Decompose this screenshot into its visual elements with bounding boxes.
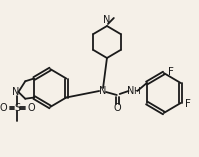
Text: N: N bbox=[99, 86, 107, 96]
Text: N: N bbox=[127, 86, 134, 96]
Text: N: N bbox=[12, 87, 19, 97]
Text: F: F bbox=[168, 67, 174, 77]
Text: H: H bbox=[133, 87, 140, 95]
Text: N: N bbox=[103, 15, 111, 25]
Text: O: O bbox=[0, 103, 8, 113]
Text: O: O bbox=[114, 103, 122, 113]
Text: O: O bbox=[27, 103, 35, 113]
Text: F: F bbox=[185, 99, 190, 109]
Text: S: S bbox=[14, 103, 20, 113]
